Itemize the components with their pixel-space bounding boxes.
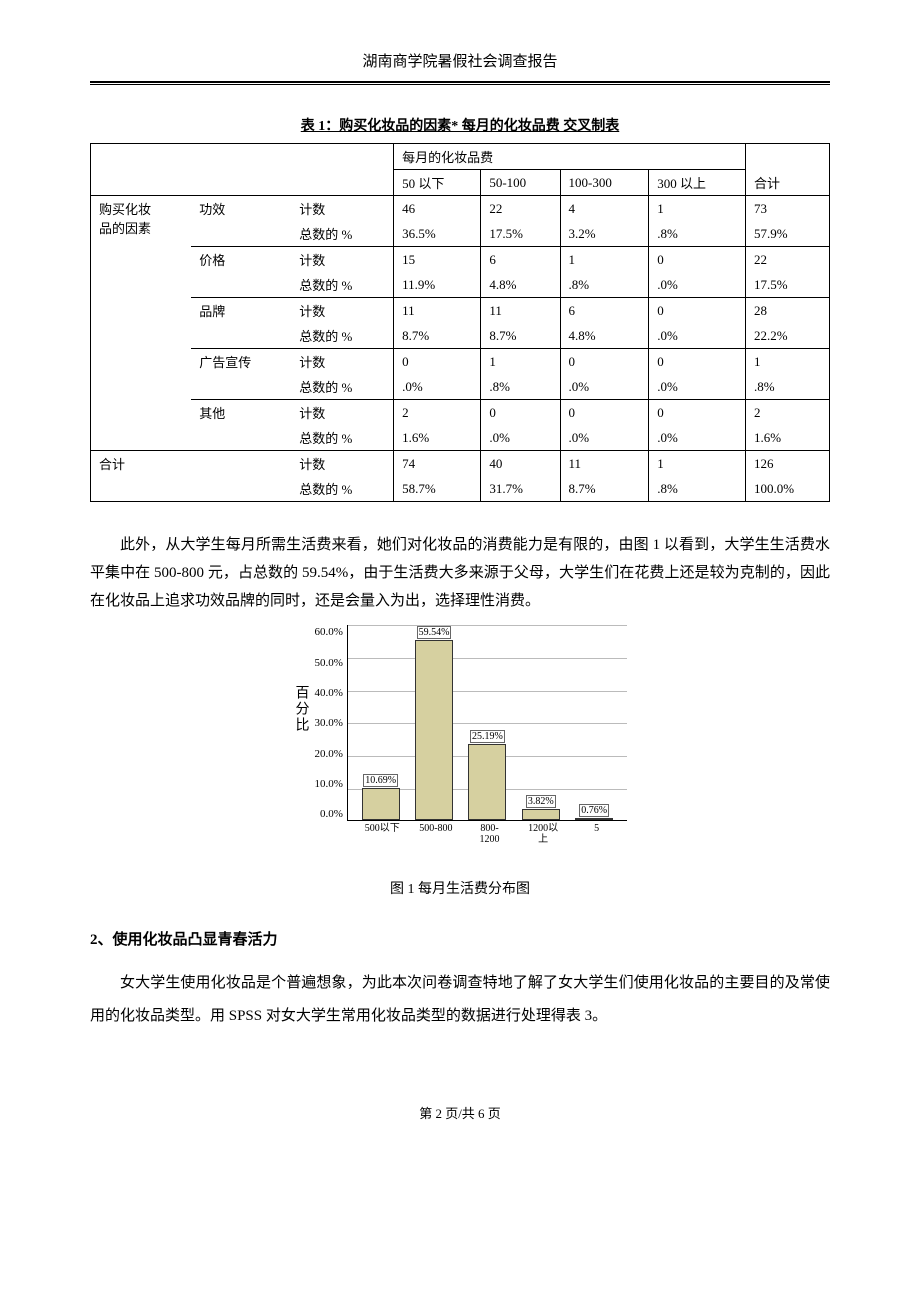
row-label: 广告宣传: [191, 349, 291, 400]
header-rule: [90, 81, 830, 85]
figure-1: 百分比 60.0%50.0%40.0%30.0%20.0%10.0%0.0% 1…: [90, 625, 830, 898]
table1-title: 表 1：购买化妆品的因素* 每月的化妆品费 交叉制表: [90, 115, 830, 135]
section-2-body: 女大学生使用化妆品是个普遍想象，为此本次问卷调查特地了解了女大学生们使用化妆品的…: [90, 967, 830, 1033]
table1-coltitle: 每月的化妆品费: [394, 144, 746, 170]
paragraph-1: 此外，从大学生每月所需生活费来看，她们对化妆品的消费能力是有限的，由图 1 以看…: [90, 532, 830, 615]
row-label: 其他: [191, 400, 291, 451]
row-label: 品牌: [191, 298, 291, 349]
plot-area: 10.69% 59.54% 25.19% 3.82% 0.76%: [347, 625, 627, 821]
bar: 25.19%: [466, 730, 508, 820]
total-row-label: 合计: [91, 451, 292, 502]
bar: 10.69%: [360, 774, 402, 820]
page-footer: 第 2 页/共 6 页: [90, 1103, 830, 1122]
bars: 10.69% 59.54% 25.19% 3.82% 0.76%: [348, 625, 627, 820]
col-h-total: 合计: [745, 170, 829, 196]
stat-label: 总数的 %: [291, 221, 393, 247]
bar: 0.76%: [573, 804, 615, 820]
col-h: 50-100: [481, 170, 560, 196]
row-label: 价格: [191, 247, 291, 298]
x-axis: 500以下500-800800- 12001200以 上5: [350, 821, 630, 845]
stat-label: 计数: [291, 196, 393, 222]
row-label: 功效: [191, 196, 291, 247]
col-h: 100-300: [560, 170, 649, 196]
page-header: 湖南商学院暑假社会调查报告: [90, 50, 830, 77]
col-h: 300 以上: [649, 170, 746, 196]
col-h: 50 以下: [394, 170, 481, 196]
figure-caption: 图 1 每月生活费分布图: [90, 878, 830, 898]
y-axis-label: 百分比: [291, 685, 311, 733]
y-axis-ticks: 60.0%50.0%40.0%30.0%20.0%10.0%0.0%: [315, 625, 347, 821]
bar: 3.82%: [520, 795, 562, 821]
bar: 59.54%: [413, 626, 455, 821]
cross-table-1: 每月的化妆品费 50 以下 50-100 100-300 300 以上 合计 购…: [90, 143, 830, 502]
section-2-heading: 2、使用化妆品凸显青春活力: [90, 928, 830, 949]
rowgroup-label: 购买化妆 品的因素: [91, 196, 192, 451]
